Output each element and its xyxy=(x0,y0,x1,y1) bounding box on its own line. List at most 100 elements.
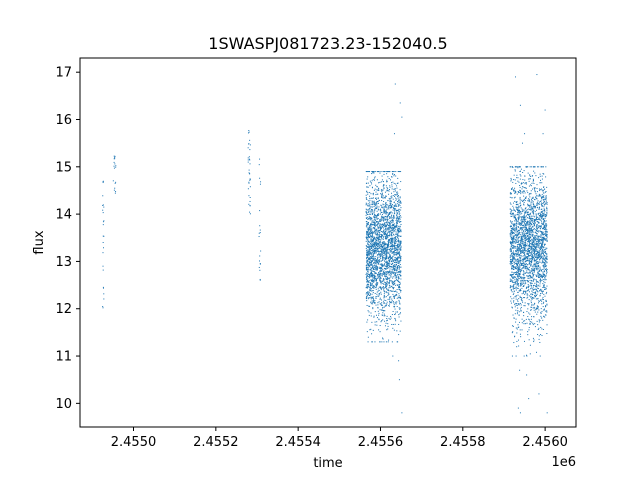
data-point xyxy=(544,225,546,227)
data-point xyxy=(516,313,518,315)
data-point xyxy=(541,175,543,177)
data-point xyxy=(371,264,373,266)
data-point xyxy=(537,252,539,254)
data-point xyxy=(371,254,373,256)
data-point xyxy=(382,203,384,205)
data-point xyxy=(533,228,535,229)
data-point xyxy=(393,268,395,270)
data-point xyxy=(386,273,388,275)
data-point xyxy=(259,232,261,234)
data-point xyxy=(378,252,380,254)
data-point xyxy=(538,243,540,245)
data-point xyxy=(373,197,375,199)
data-point xyxy=(247,188,249,190)
data-point xyxy=(385,231,387,233)
data-point xyxy=(546,269,548,271)
data-point xyxy=(396,262,398,264)
data-point xyxy=(373,258,375,260)
data-point xyxy=(397,341,399,343)
data-point xyxy=(391,285,393,287)
data-point xyxy=(543,208,545,210)
data-point xyxy=(390,230,392,232)
data-point xyxy=(377,274,379,276)
data-point xyxy=(370,272,372,274)
data-point xyxy=(542,222,544,224)
data-point xyxy=(372,235,374,237)
data-point xyxy=(382,216,384,218)
data-point xyxy=(537,311,539,313)
data-point xyxy=(393,238,395,240)
data-point xyxy=(388,244,390,246)
data-point xyxy=(526,233,528,235)
data-point xyxy=(397,217,399,219)
data-point xyxy=(380,189,382,191)
data-point xyxy=(531,251,532,253)
data-point xyxy=(398,226,400,228)
data-point xyxy=(393,242,395,244)
data-point xyxy=(380,212,382,214)
data-point xyxy=(396,294,398,296)
data-point xyxy=(366,255,368,257)
data-point xyxy=(527,217,529,219)
data-point xyxy=(385,282,387,284)
data-point xyxy=(529,229,531,231)
data-point xyxy=(370,279,372,281)
data-point xyxy=(381,280,383,282)
data-point xyxy=(371,260,373,262)
data-point xyxy=(538,276,540,278)
data-point xyxy=(381,304,383,306)
data-point xyxy=(398,229,399,231)
data-point xyxy=(540,279,542,281)
data-point xyxy=(113,155,115,157)
data-point xyxy=(528,224,530,226)
data-point xyxy=(509,278,511,280)
data-point xyxy=(511,325,513,327)
data-point xyxy=(371,240,373,242)
data-point xyxy=(516,241,518,243)
data-point xyxy=(515,304,517,306)
data-point xyxy=(391,302,393,304)
data-point xyxy=(397,296,399,298)
data-point xyxy=(375,262,377,264)
data-point xyxy=(368,236,370,238)
data-point xyxy=(536,234,538,236)
data-point xyxy=(366,257,368,258)
data-point xyxy=(376,214,378,216)
data-point xyxy=(379,256,381,258)
data-point xyxy=(522,192,524,194)
data-point xyxy=(522,200,524,202)
data-point xyxy=(513,232,515,234)
data-point xyxy=(393,250,395,252)
data-point xyxy=(523,258,525,260)
data-point xyxy=(522,263,524,265)
data-point xyxy=(518,304,520,306)
data-point xyxy=(537,216,539,218)
data-point xyxy=(378,239,380,241)
data-point xyxy=(546,236,548,238)
data-point xyxy=(544,214,546,216)
data-point xyxy=(367,310,369,312)
data-point xyxy=(515,237,517,239)
data-point xyxy=(387,277,389,279)
data-point xyxy=(376,217,378,219)
data-point xyxy=(380,270,382,272)
data-point xyxy=(544,262,546,264)
data-point xyxy=(521,220,523,222)
data-point xyxy=(393,298,395,300)
data-point xyxy=(366,331,368,333)
data-point xyxy=(394,194,396,196)
data-point xyxy=(509,192,511,194)
data-point xyxy=(510,247,512,249)
data-point xyxy=(517,310,519,312)
data-point xyxy=(530,249,532,251)
data-point xyxy=(527,316,529,318)
data-point xyxy=(392,270,394,272)
data-point xyxy=(524,260,526,262)
data-point xyxy=(386,235,388,236)
data-point xyxy=(541,279,543,281)
data-point xyxy=(103,298,105,300)
data-point xyxy=(534,323,536,325)
data-point xyxy=(385,268,387,270)
data-point xyxy=(525,247,527,249)
data-point xyxy=(399,243,401,245)
